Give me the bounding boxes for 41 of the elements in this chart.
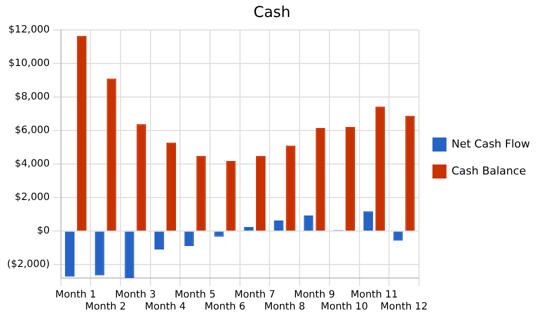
legend-label: Cash Balance — [451, 164, 526, 178]
bar — [214, 232, 224, 237]
bar — [64, 232, 75, 277]
y-tick-label: $12,000 — [8, 24, 50, 36]
x-tick-label: Month 5 — [174, 290, 216, 301]
x-tick-label: Month 1 — [55, 290, 96, 301]
y-tick-label: $0 — [37, 226, 50, 237]
y-tick-label: $4,000 — [14, 158, 50, 170]
y-tick-label: ($2,000) — [6, 259, 50, 270]
x-tick-label: Month 12 — [380, 302, 428, 313]
bar — [226, 161, 236, 231]
y-tick-label: $8,000 — [14, 92, 50, 103]
x-tick-label: Month 3 — [114, 290, 156, 301]
bar — [375, 106, 385, 231]
bar — [316, 128, 326, 231]
bar — [196, 156, 206, 231]
x-tick-label: Month 8 — [264, 302, 306, 313]
x-tick-label: Month 10 — [320, 302, 368, 313]
x-tick-label: Month 9 — [294, 290, 335, 301]
y-tick-label: $10,000 — [8, 58, 50, 70]
bar — [106, 78, 116, 231]
bar — [405, 116, 415, 231]
bar — [76, 36, 86, 231]
bar — [166, 142, 176, 231]
x-tick-label: Month 4 — [144, 302, 186, 313]
legend-label: Net Cash Flow — [451, 137, 530, 150]
x-tick-label: Month 2 — [85, 302, 126, 313]
y-tick-label: $6,000 — [14, 125, 50, 136]
chart-title: Cash — [254, 2, 290, 21]
bar — [244, 227, 254, 231]
bar — [136, 124, 146, 231]
bar — [154, 232, 164, 250]
bar — [256, 156, 266, 231]
bar — [286, 146, 296, 231]
x-tick-label: Month 6 — [204, 302, 246, 313]
x-tick-label: Month 7 — [234, 290, 276, 301]
bar — [124, 232, 134, 278]
y-tick-label: $2,000 — [14, 192, 50, 204]
bar — [363, 211, 373, 231]
x-tick-label: Month 11 — [350, 290, 398, 301]
bar — [94, 232, 104, 276]
